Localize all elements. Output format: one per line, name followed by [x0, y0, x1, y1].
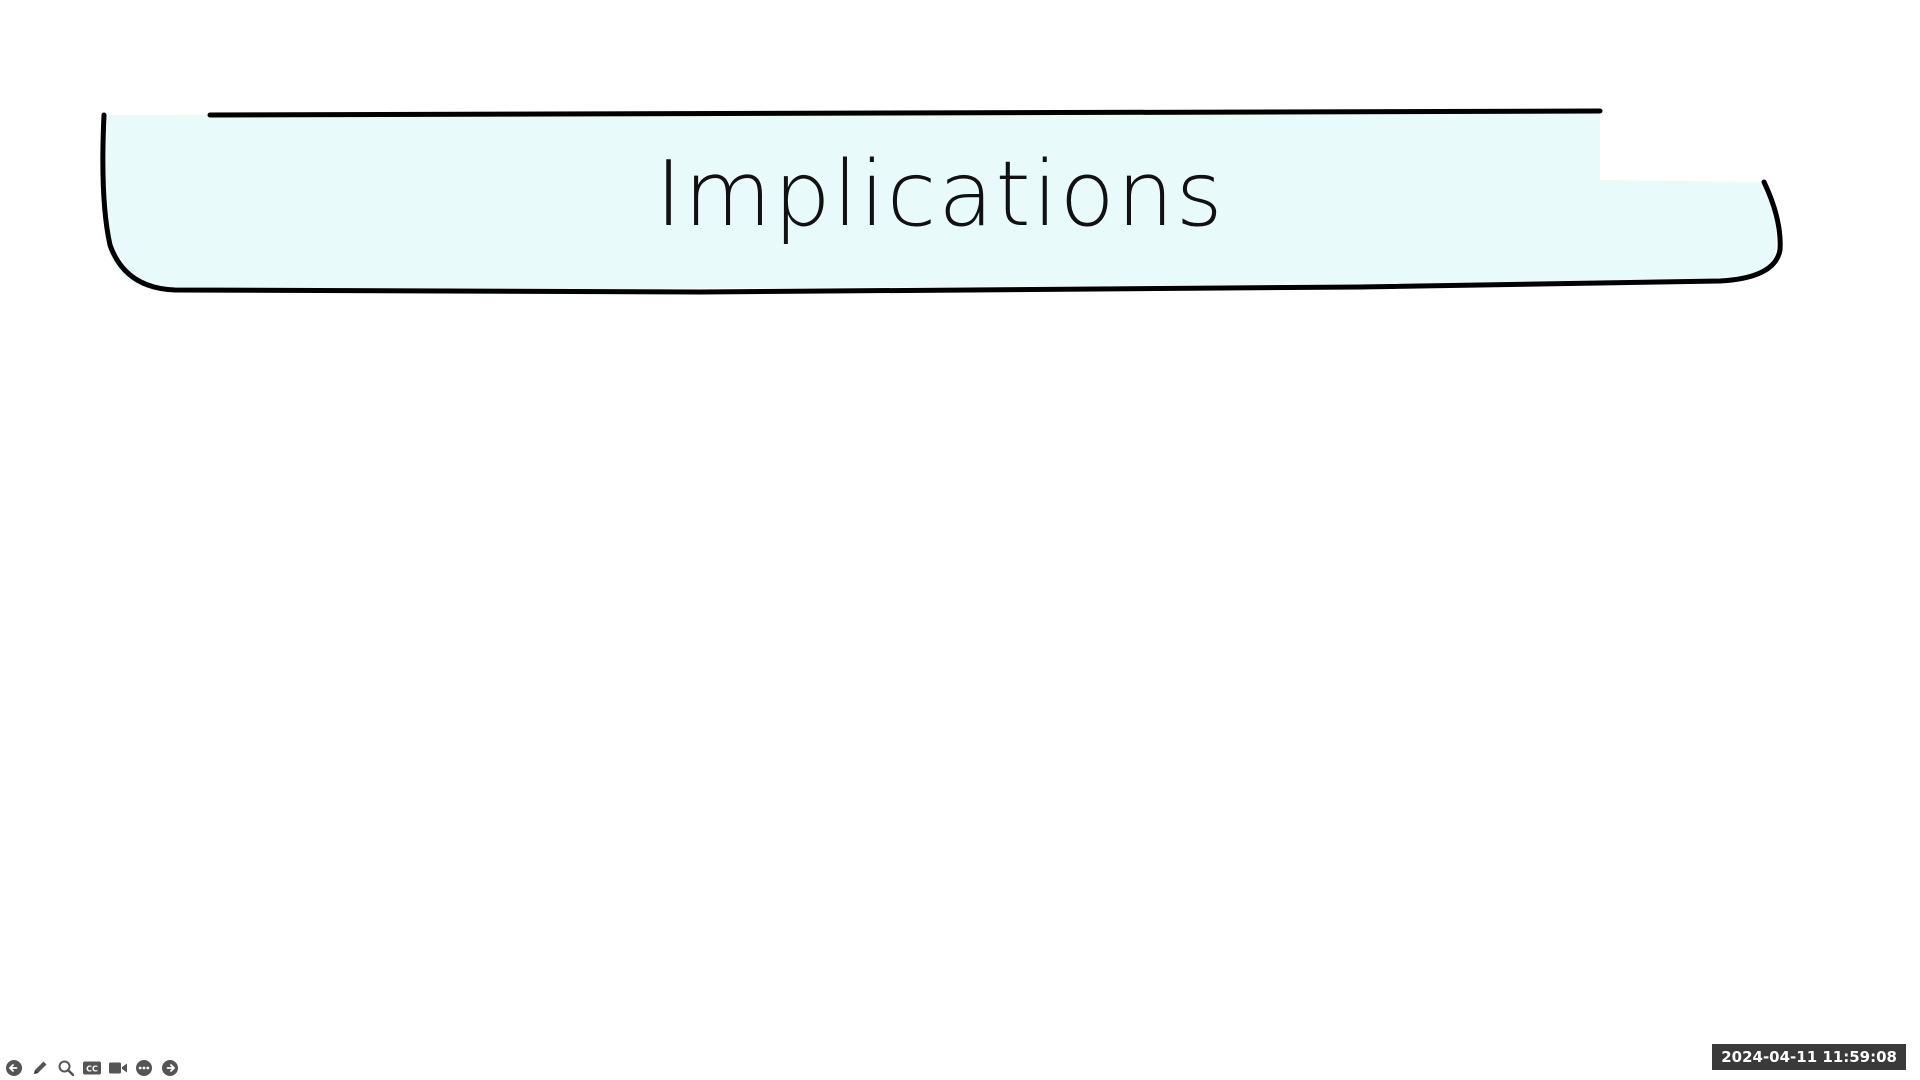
recording-timestamp: 2024-04-11 11:59:08	[1712, 1044, 1906, 1070]
next-slide-icon	[162, 1060, 178, 1076]
previous-slide-button[interactable]	[4, 1058, 24, 1078]
slide-title: Implications	[655, 142, 1225, 247]
pen-button[interactable]	[30, 1058, 50, 1078]
captions-button[interactable]: CC	[82, 1058, 102, 1078]
pen-icon	[34, 1061, 47, 1074]
camera-button[interactable]	[108, 1058, 128, 1078]
title-banner-outline	[100, 112, 1783, 295]
zoom-icon	[58, 1060, 75, 1077]
next-slide-button[interactable]	[160, 1058, 180, 1078]
camera-icon	[109, 1062, 127, 1074]
svg-text:CC: CC	[86, 1065, 98, 1074]
title-banner	[100, 108, 1783, 295]
closed-captions-icon: CC	[83, 1061, 101, 1075]
more-options-icon	[136, 1060, 152, 1076]
presentation-toolbar: CC	[4, 1057, 180, 1079]
title-banner-fill	[102, 112, 1777, 292]
title-banner-top-edge	[207, 108, 1603, 118]
zoom-button[interactable]	[56, 1058, 76, 1078]
more-options-button[interactable]	[134, 1058, 154, 1078]
previous-slide-icon	[6, 1060, 22, 1076]
